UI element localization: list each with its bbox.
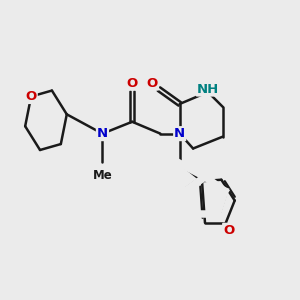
Text: O: O — [26, 90, 37, 103]
Text: O: O — [127, 76, 138, 90]
Text: O: O — [223, 224, 234, 237]
Text: N: N — [174, 127, 185, 140]
Text: Me: Me — [93, 169, 112, 182]
Text: NH: NH — [197, 82, 219, 96]
Text: N: N — [97, 127, 108, 140]
Text: O: O — [147, 76, 158, 90]
